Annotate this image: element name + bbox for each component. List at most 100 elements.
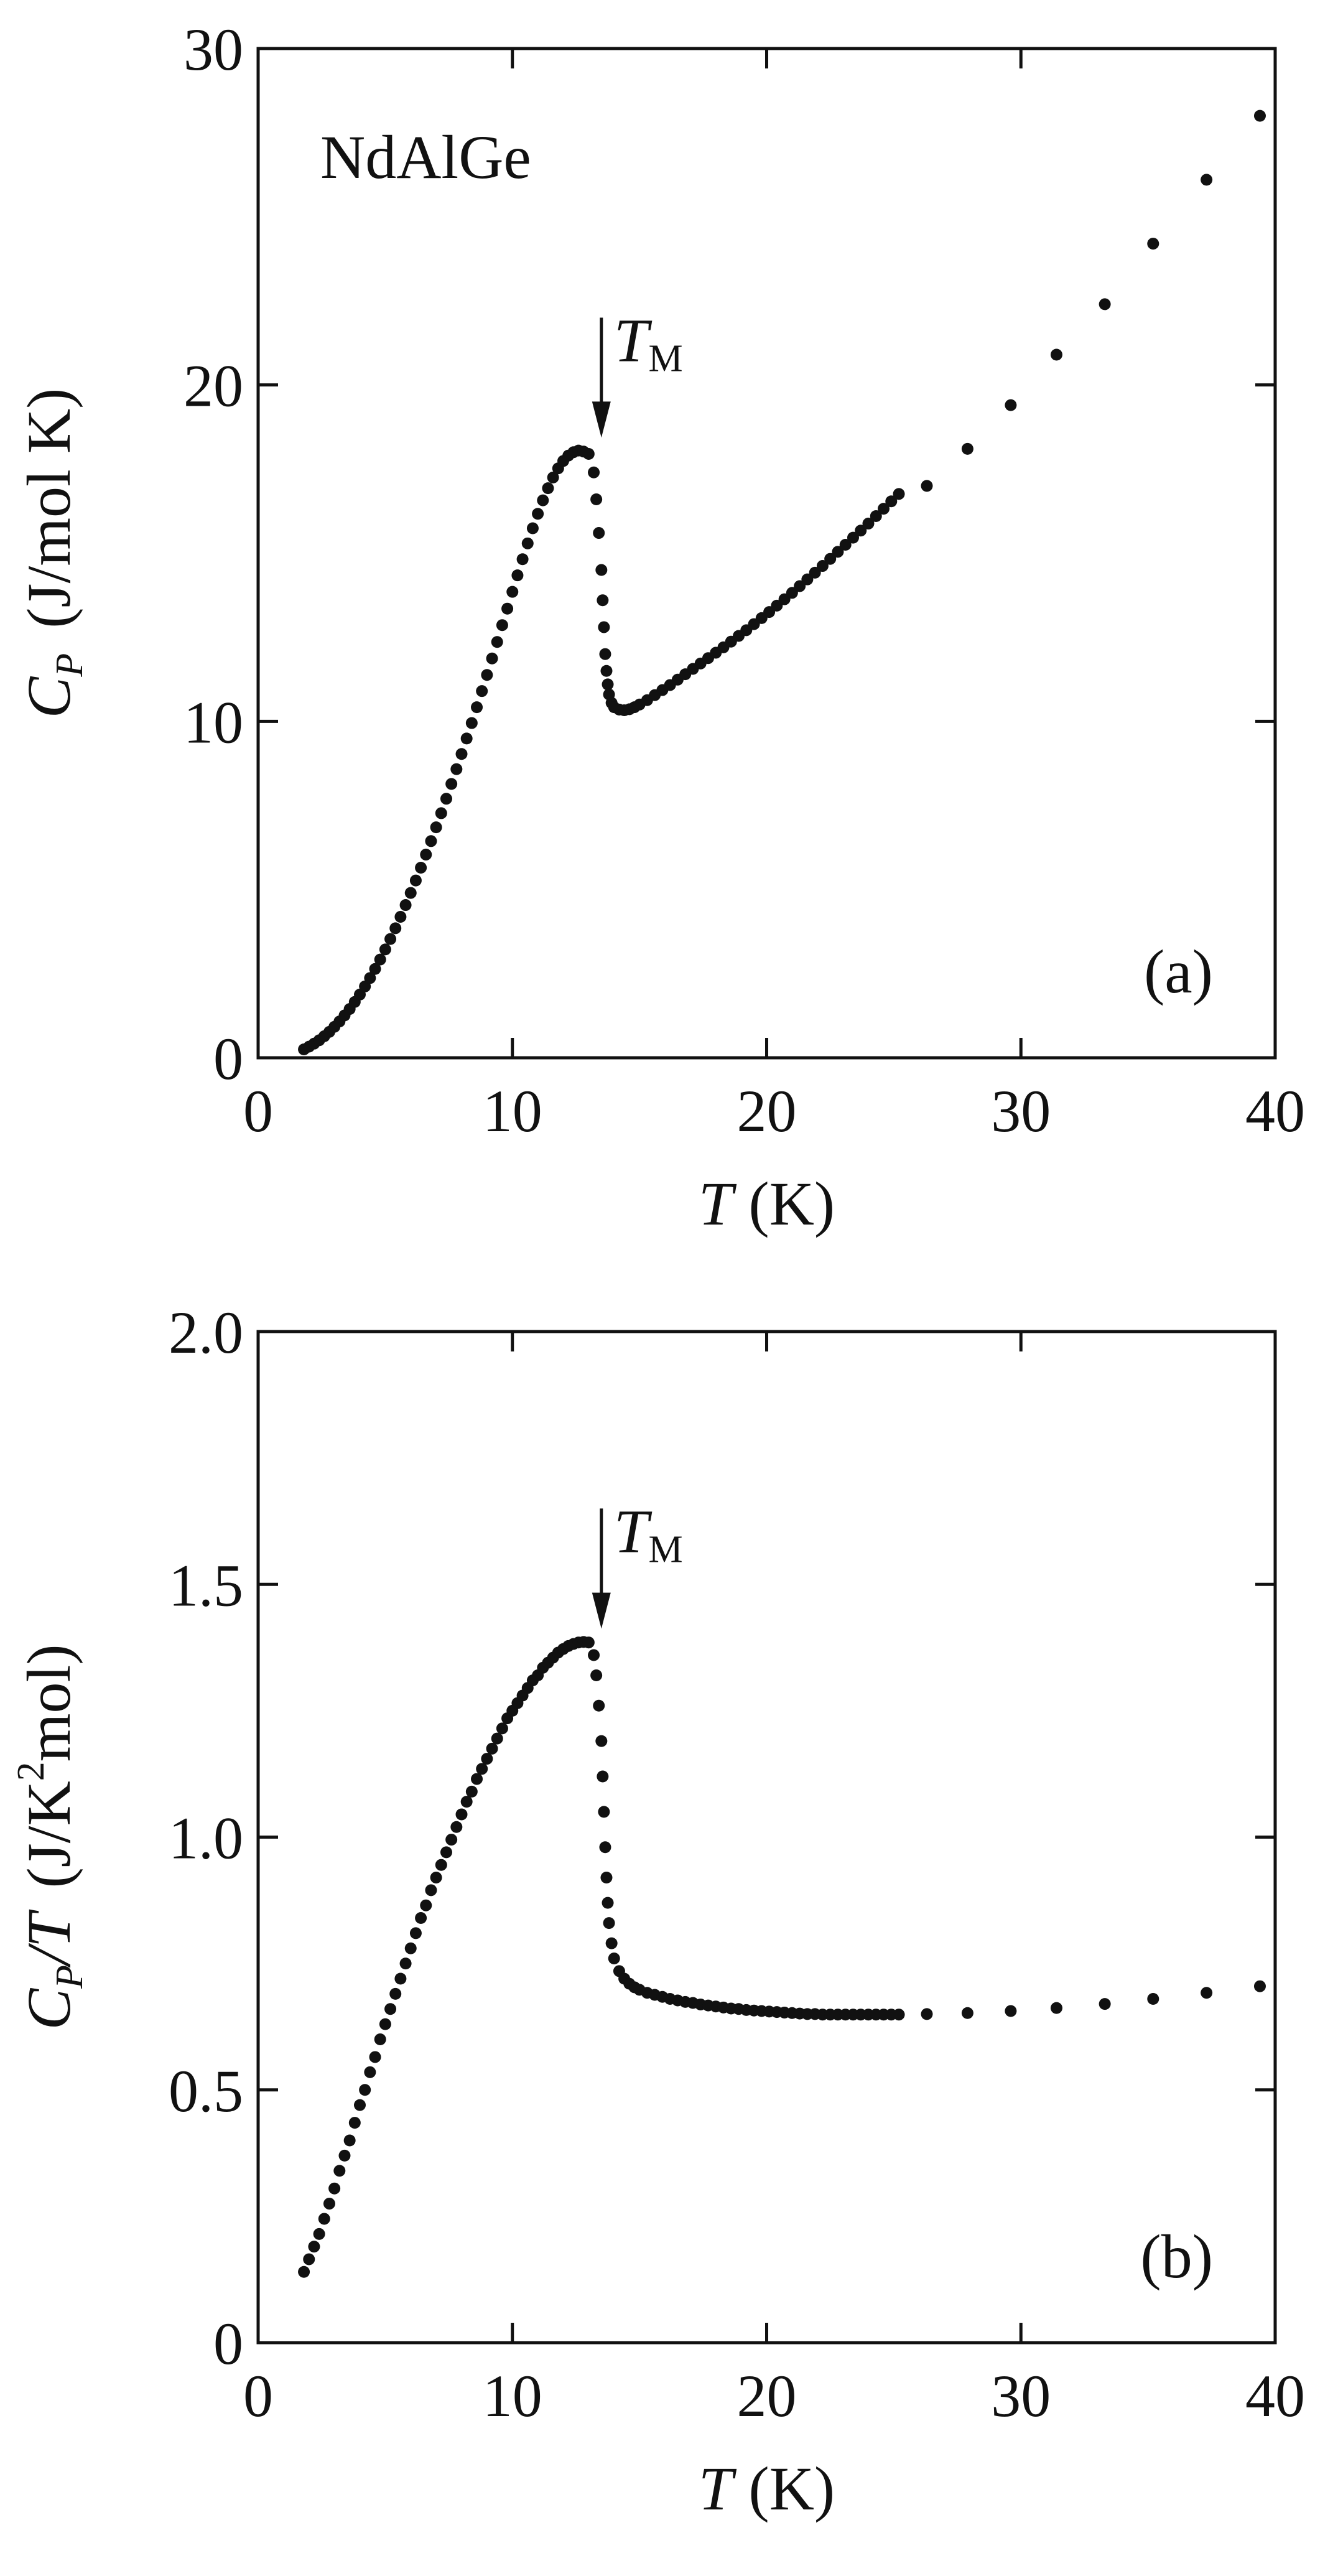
y-tick-label: 0	[213, 2310, 243, 2377]
data-point	[440, 1846, 452, 1859]
y-axis-label-unit-post: mol)	[14, 1644, 83, 1762]
data-point	[440, 793, 452, 805]
data-point	[333, 2165, 346, 2177]
data-point	[364, 972, 376, 984]
data-point	[862, 517, 875, 530]
y-tick-label: 1.0	[169, 1805, 243, 1872]
x-tick-label: 0	[243, 1078, 273, 1144]
data-point	[921, 480, 933, 492]
data-point	[1050, 348, 1062, 361]
data-point	[471, 1773, 483, 1785]
data-point	[491, 636, 503, 648]
data-point	[471, 701, 483, 714]
data-point	[460, 1796, 473, 1808]
data-point	[816, 560, 829, 572]
data-point	[435, 1859, 447, 1871]
data-point	[369, 2051, 381, 2063]
data-point	[511, 569, 524, 582]
data-point	[521, 537, 534, 549]
x-axis-label-unit: (K)	[733, 1169, 835, 1238]
y-tick-label: 1.5	[169, 1552, 243, 1618]
x-tick-label: 0	[243, 2363, 273, 2429]
data-point	[542, 482, 554, 495]
data-point	[1201, 174, 1213, 186]
y-tick-label: 30	[184, 16, 243, 83]
plot-panel-1: 0 10 20 30 40 0 0.5 1.0 1.5 2.0 T (K) CP/T (J/K2mol)…	[10, 1299, 1305, 2523]
data-point	[582, 448, 595, 460]
y-axis-label-unit: (J/mol K)	[14, 388, 83, 628]
data-point	[496, 1722, 508, 1735]
y-tick-label: 0	[213, 1025, 243, 1092]
data-point	[389, 922, 402, 935]
data-point	[602, 678, 614, 691]
data-point	[425, 1884, 437, 1897]
data-series	[298, 1636, 1266, 2278]
data-point	[415, 862, 427, 874]
data-point	[608, 1953, 620, 1964]
data-point	[1147, 1993, 1159, 2005]
data-point	[450, 763, 463, 775]
y-axis-label-sup: 2	[10, 1762, 52, 1781]
data-point	[595, 1735, 608, 1747]
data-point	[404, 887, 417, 899]
data-point	[303, 2253, 315, 2266]
data-point	[420, 1899, 432, 1911]
data-point	[486, 652, 498, 665]
y-axis-label-sub: P	[49, 653, 91, 678]
x-axis-label: T (K)	[699, 2454, 835, 2523]
data-point	[323, 2198, 335, 2210]
data-point	[1253, 110, 1266, 122]
data-point	[364, 2066, 376, 2078]
y-tick-label: 20	[184, 353, 243, 419]
data-point	[598, 1806, 610, 1818]
data-point	[605, 1937, 618, 1949]
data-point	[593, 527, 605, 539]
data-point	[1201, 1987, 1213, 1999]
data-point	[1099, 1998, 1111, 2010]
data-point	[425, 835, 437, 847]
x-tick-label: 10	[483, 2363, 542, 2429]
x-axis-label-unit: (K)	[733, 2454, 835, 2523]
data-point	[870, 510, 882, 523]
data-point	[547, 471, 559, 483]
data-point	[1005, 2005, 1017, 2017]
plot-frame	[256, 1330, 1277, 2345]
data-point	[415, 1912, 427, 1924]
data-point	[465, 1785, 478, 1798]
data-point	[839, 538, 852, 551]
data-point	[588, 466, 600, 478]
data-point	[824, 553, 837, 565]
data-point	[600, 665, 613, 677]
data-point	[597, 594, 609, 607]
data-point	[921, 2008, 933, 2020]
data-point	[590, 1669, 603, 1681]
y-axis-label-unit-pre: (J/K	[14, 1781, 83, 1888]
data-point	[445, 1834, 458, 1846]
data-point	[450, 1821, 463, 1833]
data-point	[374, 2033, 386, 2045]
x-axis-label: T (K)	[699, 1169, 835, 1238]
x-tick-label: 30	[991, 2363, 1051, 2429]
data-point	[961, 442, 973, 455]
tm-annotation: TM	[614, 306, 683, 380]
x-tick-label: 30	[991, 1078, 1051, 1144]
tm-annotation: TM	[614, 1496, 683, 1570]
data-point	[430, 821, 442, 834]
data-point	[298, 2266, 310, 2278]
data-point	[328, 2182, 341, 2195]
data-point	[420, 848, 432, 861]
x-axis-label-var: T	[699, 1169, 737, 1238]
data-point	[348, 2117, 361, 2129]
data-series	[298, 110, 1266, 1055]
data-point	[455, 748, 468, 760]
panel-label: (a)	[1144, 937, 1213, 1006]
data-point	[338, 2149, 351, 2162]
data-point	[603, 1917, 615, 1930]
data-point	[379, 943, 391, 956]
data-point	[455, 1808, 468, 1821]
y-axis-label: CP/T (J/K2mol)	[10, 1644, 91, 2030]
data-point	[537, 494, 549, 506]
sample-label: NdAlGe	[320, 123, 531, 192]
data-point	[394, 910, 407, 923]
